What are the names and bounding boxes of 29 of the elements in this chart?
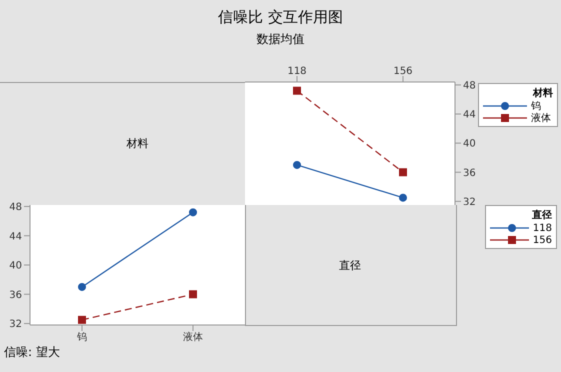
- y-tick-label: 48: [463, 80, 476, 92]
- legend-label: 钨: [531, 100, 541, 112]
- point: [293, 160, 301, 169]
- y-tick-label: 48: [9, 202, 22, 214]
- point: [293, 86, 301, 95]
- point: [78, 316, 86, 324]
- y-tick-label: 40: [463, 138, 476, 150]
- legend-title: 材料: [532, 86, 553, 100]
- y-tick-label: 40: [9, 260, 22, 272]
- y-tick-label: 32: [9, 319, 22, 330]
- y-tick-label: 44: [9, 231, 22, 242]
- legend-title: 直径: [531, 208, 552, 222]
- point: [399, 168, 407, 176]
- legend-label: 液体: [531, 112, 551, 125]
- y-tick-label: 32: [463, 196, 476, 208]
- text: 数据均值: [256, 31, 304, 48]
- y-tick-label: 36: [9, 290, 22, 301]
- text: 直径: [339, 258, 361, 272]
- point: [78, 282, 86, 291]
- point: [189, 208, 197, 216]
- text: 材料: [126, 136, 148, 151]
- y-tick-label: 44: [463, 110, 476, 121]
- legend-label: 118: [532, 222, 552, 234]
- text: 信噪比 交互作用图: [218, 8, 343, 27]
- legend-label: 156: [532, 234, 552, 246]
- y-tick-label: 36: [463, 168, 476, 179]
- point: [189, 290, 197, 298]
- point: [399, 194, 407, 202]
- text: 信噪: 望大: [4, 344, 60, 361]
